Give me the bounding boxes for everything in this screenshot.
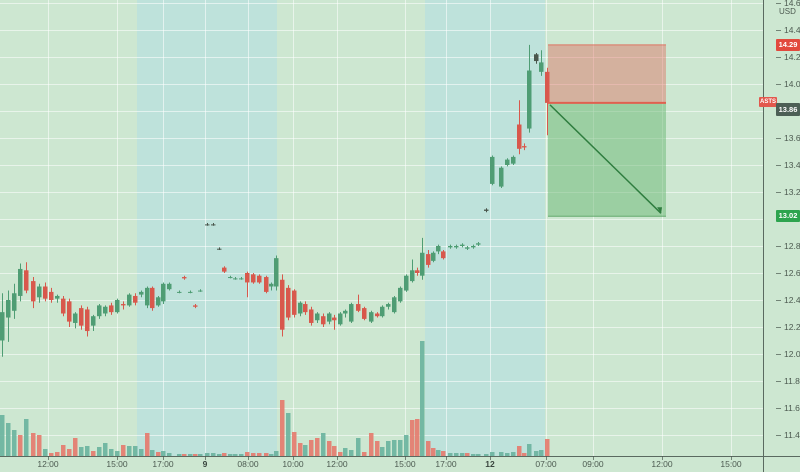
price-tick-label: 13.40 xyxy=(784,160,800,170)
price-tick-label: 14.60 xyxy=(784,0,800,8)
target-price-label: 13.02 xyxy=(776,210,800,222)
session-band xyxy=(425,0,545,456)
time-tick-label: 15:00 xyxy=(394,459,416,469)
time-tick-label: 08:00 xyxy=(237,459,259,469)
session-band xyxy=(137,0,277,456)
time-tick-label: 17:00 xyxy=(152,459,174,469)
time-tick-label: 12:00 xyxy=(37,459,59,469)
time-tick-label: 09:00 xyxy=(582,459,604,469)
time-day-label: 9 xyxy=(203,459,208,469)
price-tick-label: 12.20 xyxy=(784,322,800,332)
time-tick-label: 10:00 xyxy=(282,459,304,469)
last-price-label: 13.86 xyxy=(776,103,800,116)
symbol-label: ASTS xyxy=(759,97,777,107)
risk-reward-tool[interactable] xyxy=(548,44,666,217)
price-tick-label: 12.60 xyxy=(784,268,800,278)
time-tick-label: 12:00 xyxy=(651,459,673,469)
price-tick-label: 11.60 xyxy=(784,403,800,413)
price-tick-label: 12.80 xyxy=(784,241,800,251)
time-tick-label: 15:00 xyxy=(720,459,742,469)
price-tick-label: 14.00 xyxy=(784,79,800,89)
price-tick-label: 11.40 xyxy=(784,430,800,440)
time-tick-label: 07:00 xyxy=(535,459,557,469)
time-axis[interactable]: 12:00 15:00 17:00 9 08:00 10:00 12:00 15:00 17:0… xyxy=(37,456,742,469)
price-tick-label: 12.40 xyxy=(784,295,800,305)
price-axis-currency-label: USD xyxy=(779,7,796,16)
time-tick-label: 17:00 xyxy=(435,459,457,469)
rr-risk-zone[interactable] xyxy=(548,44,666,103)
price-tick-label: 14.20 xyxy=(784,52,800,62)
price-axis[interactable]: 14.60 14.40 14.20 14.00 13.60 13.40 13.20 12.80… xyxy=(776,0,800,440)
candlestick-series xyxy=(0,44,550,357)
time-tick-label: 12:00 xyxy=(326,459,348,469)
price-tick-label: 14.40 xyxy=(784,25,800,35)
rr-arrowhead-icon xyxy=(657,207,663,214)
time-day-label: 12 xyxy=(485,459,495,469)
volume-series xyxy=(0,341,550,456)
price-tick-label: 12.00 xyxy=(784,349,800,359)
price-tick-label: 11.80 xyxy=(784,376,800,386)
rr-direction-arrow[interactable] xyxy=(549,104,662,214)
session-bands xyxy=(137,0,545,456)
time-tick-label: 15:00 xyxy=(106,459,128,469)
price-tick-label: 13.20 xyxy=(784,187,800,197)
stop-price-label: 14.29 xyxy=(776,39,800,51)
price-tick-label: 13.60 xyxy=(784,133,800,143)
